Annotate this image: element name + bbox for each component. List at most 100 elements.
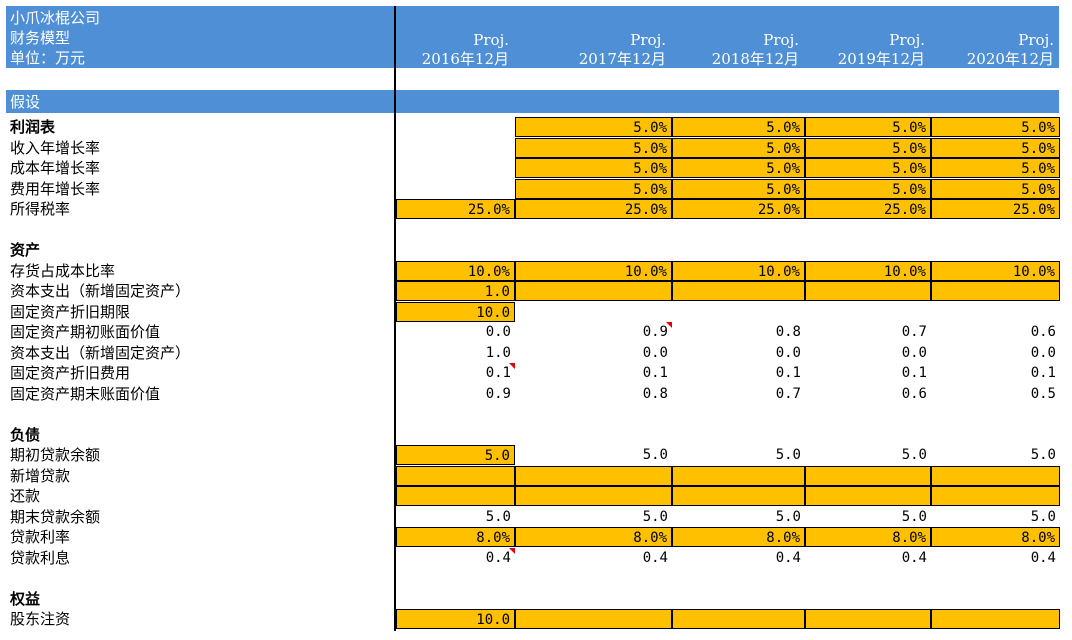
input-cell[interactable]: 5.0%	[805, 178, 931, 199]
value-cell[interactable]: 0.5	[931, 384, 1060, 404]
input-cell[interactable]	[515, 486, 672, 506]
value-cell[interactable]: 0.4	[672, 548, 805, 568]
value-cell[interactable]: 0.8	[672, 322, 805, 342]
value-cell[interactable]: 0.6	[805, 384, 931, 404]
input-cell[interactable]	[805, 465, 931, 486]
row-label[interactable]: 固定资产折旧期限	[10, 302, 131, 321]
column-header-proj[interactable]: Proj.	[1018, 31, 1054, 49]
value-cell[interactable]: 5.0	[805, 445, 931, 465]
input-cell[interactable]	[515, 609, 672, 629]
input-cell[interactable]: 8.0%	[396, 527, 515, 547]
row-label[interactable]: 贷款利率	[10, 528, 71, 546]
value-cell[interactable]: 0.0	[931, 343, 1060, 363]
input-cell[interactable]: 10.0	[396, 301, 515, 322]
value-cell[interactable]: 0.1	[396, 363, 515, 383]
row-label[interactable]: 费用年增长率	[10, 179, 101, 198]
value-cell[interactable]: 0.0	[396, 322, 515, 342]
input-cell[interactable]	[396, 486, 515, 506]
input-cell[interactable]	[805, 281, 931, 301]
section-heading[interactable]: 权益	[10, 589, 41, 608]
input-cell[interactable]: 10.0%	[931, 260, 1060, 281]
input-cell[interactable]: 1.0	[396, 281, 515, 301]
value-cell[interactable]: 0.0	[672, 343, 805, 363]
input-cell[interactable]: 5.0%	[515, 137, 672, 158]
row-label[interactable]: 贷款利息	[10, 548, 71, 567]
row-label[interactable]: 新增贷款	[10, 466, 71, 485]
row-label[interactable]: 收入年增长率	[10, 138, 101, 157]
row-label[interactable]: 资本支出（新增固定资产）	[10, 343, 191, 362]
column-header-date[interactable]: 2018年12月	[711, 50, 799, 68]
input-cell[interactable]: 8.0%	[805, 527, 931, 547]
input-cell[interactable]	[672, 281, 805, 301]
row-label[interactable]: 期初贷款余额	[10, 446, 101, 464]
value-cell[interactable]: 0.0	[515, 343, 672, 363]
value-cell[interactable]: 5.0	[672, 445, 805, 465]
input-cell[interactable]: 5.0%	[931, 117, 1060, 137]
value-cell[interactable]: 0.4	[396, 547, 515, 568]
column-header-proj[interactable]: Proj.	[473, 31, 509, 49]
value-cell[interactable]: 5.0	[931, 445, 1060, 465]
value-cell[interactable]: 0.6	[931, 322, 1060, 342]
value-cell[interactable]: 5.0	[515, 507, 672, 527]
input-cell[interactable]: 10.0%	[515, 260, 672, 281]
input-cell[interactable]: 5.0%	[805, 117, 931, 137]
row-label[interactable]: 成本年增长率	[10, 159, 101, 177]
value-cell[interactable]: 5.0	[396, 507, 515, 527]
column-header-date[interactable]: 2019年12月	[837, 50, 925, 68]
value-cell[interactable]: 0.7	[672, 384, 805, 404]
value-cell[interactable]: 5.0	[931, 507, 1060, 527]
input-cell[interactable]: 8.0%	[515, 527, 672, 547]
input-cell[interactable]	[672, 609, 805, 629]
input-cell[interactable]: 5.0%	[931, 178, 1060, 199]
value-cell[interactable]: 0.1	[931, 363, 1060, 383]
row-label[interactable]: 还款	[10, 487, 41, 505]
row-label[interactable]: 存货占成本比率	[10, 261, 116, 280]
comment-indicator-icon[interactable]	[509, 547, 515, 554]
value-cell[interactable]: 0.9	[515, 322, 672, 342]
value-cell[interactable]: 0.1	[515, 363, 672, 383]
input-cell[interactable]: 25.0%	[515, 199, 672, 219]
value-cell[interactable]: 0.0	[805, 343, 931, 363]
column-header-proj[interactable]: Proj.	[763, 31, 799, 49]
input-cell[interactable]: 5.0%	[931, 137, 1060, 158]
input-cell[interactable]: 25.0%	[805, 199, 931, 219]
input-cell[interactable]: 5.0%	[805, 158, 931, 178]
input-cell[interactable]: 10.0%	[672, 260, 805, 281]
input-cell[interactable]	[672, 486, 805, 506]
input-cell[interactable]: 25.0%	[672, 199, 805, 219]
input-cell[interactable]: 8.0%	[672, 527, 805, 547]
input-cell[interactable]: 5.0%	[672, 117, 805, 137]
section-heading[interactable]: 负债	[10, 425, 41, 444]
value-cell[interactable]: 0.4	[515, 548, 672, 568]
value-cell[interactable]: 0.9	[396, 384, 515, 404]
column-header-date[interactable]: 2016年12月	[421, 50, 509, 68]
input-cell[interactable]: 5.0%	[515, 178, 672, 199]
input-cell[interactable]: 5.0%	[931, 158, 1060, 178]
value-cell[interactable]: 0.1	[805, 363, 931, 383]
row-label[interactable]: 固定资产期末账面价值	[10, 384, 161, 403]
input-cell[interactable]: 5.0	[396, 445, 515, 465]
value-cell[interactable]: 5.0	[672, 507, 805, 527]
value-cell[interactable]: 0.8	[515, 384, 672, 404]
input-cell[interactable]	[931, 486, 1060, 506]
row-label[interactable]: 期末贷款余额	[10, 507, 101, 526]
input-cell[interactable]: 5.0%	[805, 137, 931, 158]
row-label[interactable]: 资本支出（新增固定资产）	[10, 282, 191, 300]
column-header-date[interactable]: 2017年12月	[578, 50, 666, 68]
input-cell[interactable]	[672, 465, 805, 486]
comment-indicator-icon[interactable]	[666, 322, 672, 328]
input-cell[interactable]: 10.0%	[396, 260, 515, 281]
input-cell[interactable]: 5.0%	[672, 158, 805, 178]
input-cell[interactable]: 8.0%	[931, 527, 1060, 547]
column-header-date[interactable]: 2020年12月	[966, 50, 1054, 68]
value-cell[interactable]: 0.4	[805, 548, 931, 568]
row-label[interactable]: 股东注资	[10, 610, 71, 628]
value-cell[interactable]: 0.4	[931, 548, 1060, 568]
value-cell[interactable]: 0.7	[805, 322, 931, 342]
input-cell[interactable]	[931, 281, 1060, 301]
value-cell[interactable]: 0.1	[672, 363, 805, 383]
input-cell[interactable]: 5.0%	[515, 117, 672, 137]
row-label[interactable]: 固定资产期初账面价值	[10, 323, 161, 341]
section-heading[interactable]: 利润表	[10, 118, 56, 136]
value-cell[interactable]: 1.0	[396, 343, 515, 363]
